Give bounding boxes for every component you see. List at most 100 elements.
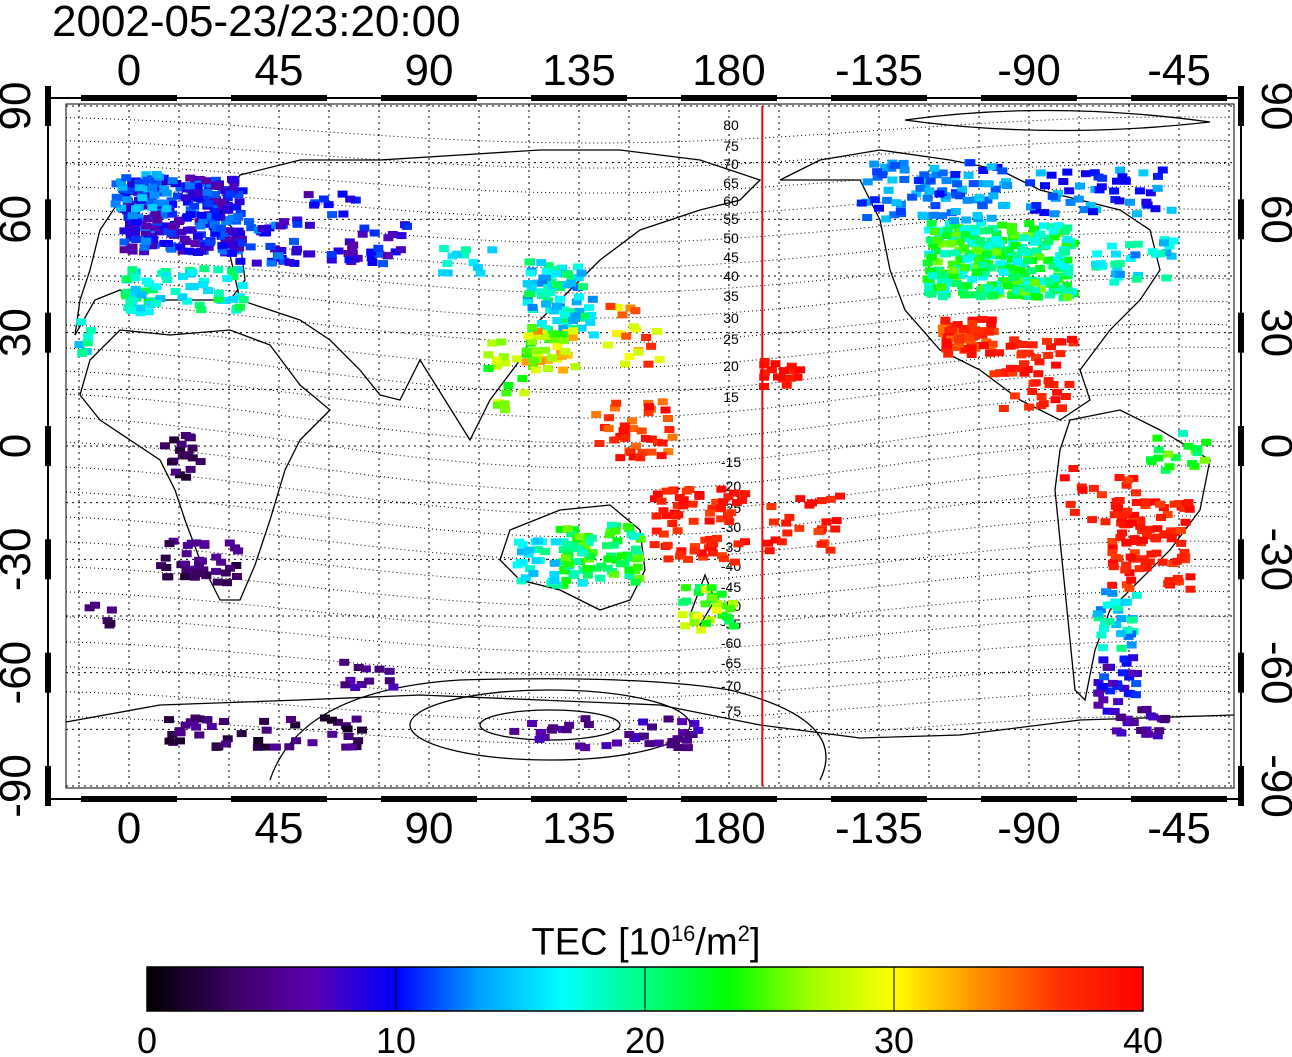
tec-point (989, 291, 1000, 299)
tec-point (318, 195, 329, 203)
tec-point (1043, 256, 1054, 264)
tec-point (1114, 497, 1125, 504)
tec-point (707, 594, 718, 602)
tec-point (649, 495, 660, 503)
tec-point (919, 171, 930, 179)
x-tick-label: 0 (117, 804, 141, 853)
tec-point (251, 259, 262, 267)
tec-point (940, 320, 951, 328)
tec-point (967, 239, 978, 247)
tec-point (333, 247, 344, 255)
tec-point (161, 178, 172, 186)
tec-point (712, 600, 723, 608)
tec-point (942, 342, 953, 350)
tec-point (667, 433, 678, 441)
tec-point (110, 200, 121, 208)
tec-point (194, 556, 205, 564)
tec-point (209, 191, 220, 199)
tec-point (573, 274, 584, 282)
y-tick-label: 0 (1252, 434, 1292, 458)
tec-point (147, 242, 158, 250)
tec-point (718, 555, 729, 563)
tec-point (199, 540, 210, 548)
y-tick-bar (45, 426, 51, 466)
tec-point (1043, 377, 1054, 385)
tec-point (939, 278, 950, 286)
tec-point (979, 269, 990, 277)
tec-point (1077, 486, 1088, 494)
tec-point (1136, 727, 1147, 734)
tec-point (978, 327, 989, 335)
tec-point (147, 184, 158, 192)
tec-point (664, 426, 675, 433)
tec-point (958, 325, 969, 333)
tec-point (615, 454, 626, 462)
tec-point (119, 238, 130, 246)
tec-point (1051, 361, 1062, 369)
tec-point (1023, 257, 1033, 264)
contour-label: -60 (721, 635, 741, 651)
tec-point (1012, 286, 1022, 294)
tec-point (180, 194, 191, 202)
tec-point (555, 525, 566, 533)
tec-point (292, 216, 303, 224)
tec-point (491, 362, 502, 370)
tec-point (621, 332, 632, 340)
tec-point (666, 487, 677, 495)
tec-point (967, 263, 978, 271)
tec-point (983, 180, 994, 188)
tec-point (204, 212, 215, 220)
tec-point (928, 241, 939, 249)
tec-point (938, 240, 949, 248)
tec-point (831, 517, 842, 525)
tec-point (1060, 393, 1071, 400)
tec-point (1201, 438, 1212, 446)
tec-point (552, 302, 562, 310)
colorbar-tick-label: 0 (137, 1020, 157, 1055)
tec-point (1116, 729, 1127, 737)
tec-point (347, 245, 358, 253)
tec-point (1121, 659, 1132, 667)
tec-point (930, 202, 941, 210)
tec-point (672, 735, 683, 743)
tec-point (1159, 239, 1169, 247)
tec-point (166, 245, 177, 253)
contour-line (65, 615, 1231, 653)
tec-point (683, 555, 693, 563)
tec-point (216, 558, 227, 566)
tec-point (540, 325, 551, 332)
tec-point (977, 273, 988, 281)
tec-point (524, 258, 535, 266)
tec-point (512, 355, 523, 363)
tec-point (1034, 358, 1045, 366)
tec-point (998, 268, 1009, 276)
tec-point (177, 273, 188, 280)
tec-point (1131, 489, 1141, 497)
tec-point (566, 279, 576, 287)
tec-point (785, 374, 796, 382)
tec-point (1096, 631, 1107, 639)
tec-point (770, 536, 781, 544)
tec-point (945, 279, 956, 287)
y-tick-bar (1238, 199, 1244, 240)
tec-point (724, 517, 735, 525)
tec-point (122, 288, 133, 296)
tec-point (181, 567, 192, 574)
tec-point (1031, 247, 1042, 255)
tec-point (442, 260, 453, 268)
y-tick-bar (1238, 312, 1244, 353)
tec-point (231, 203, 242, 211)
tec-point (877, 171, 888, 179)
tec-point (1025, 248, 1036, 256)
tec-point (1111, 621, 1122, 629)
tec-point (503, 382, 514, 389)
tec-point (534, 735, 545, 743)
tec-point (1062, 293, 1073, 301)
tec-point (338, 210, 349, 218)
tec-point (1131, 499, 1142, 506)
y-tick-bar (1238, 652, 1244, 693)
y-tick-bar (45, 539, 51, 580)
tec-point (167, 200, 178, 208)
tec-point (1107, 242, 1117, 250)
tec-point (1008, 273, 1019, 281)
